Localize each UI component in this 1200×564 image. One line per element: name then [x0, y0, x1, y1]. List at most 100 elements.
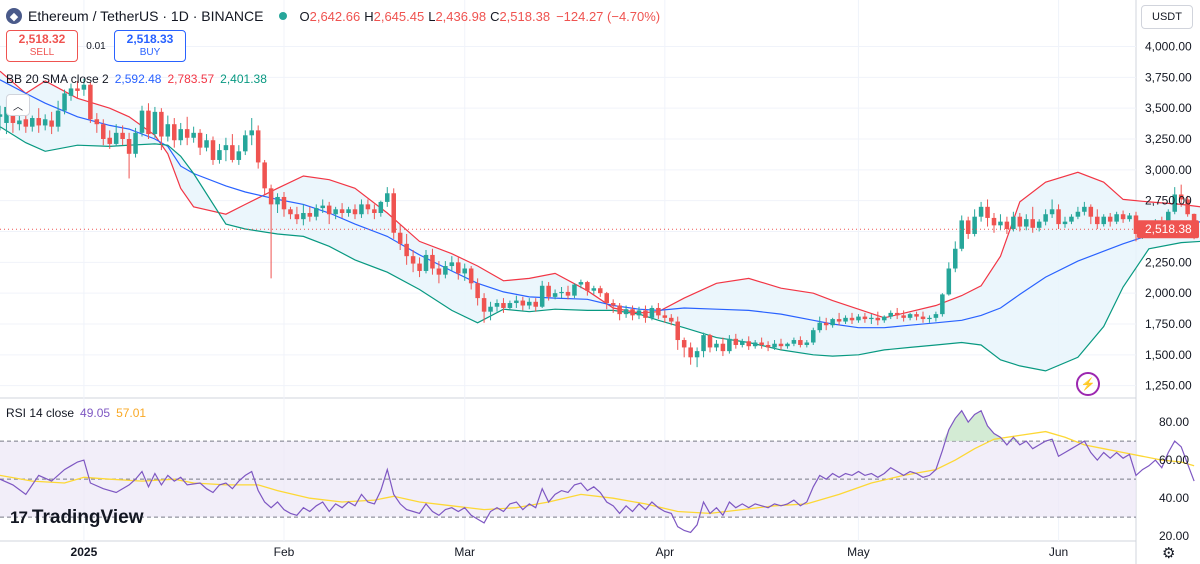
candle-body: [443, 266, 448, 275]
candle-body: [888, 312, 893, 317]
symbol-title[interactable]: Ethereum / TetherUS · 1D · BINANCE: [28, 8, 264, 24]
gear-icon[interactable]: ⚙: [1162, 545, 1176, 562]
candle: [546, 282, 551, 301]
candle: [1024, 214, 1029, 231]
candle: [856, 314, 861, 323]
candle-body: [507, 303, 513, 308]
candle: [320, 199, 325, 213]
candle: [165, 115, 171, 142]
candle-body: [1043, 214, 1048, 222]
candle-body: [940, 294, 945, 315]
candle: [410, 250, 416, 273]
candle: [1049, 199, 1055, 218]
candle: [294, 206, 300, 225]
candle-body: [172, 124, 177, 141]
time-tick-label: Mar: [454, 545, 475, 559]
candle-body: [210, 140, 216, 160]
candle-body: [804, 342, 810, 345]
candle: [101, 119, 106, 146]
sell-button[interactable]: 2,518.32 SELL: [6, 30, 78, 62]
candle-body: [823, 322, 829, 326]
candle: [436, 261, 442, 284]
candle: [869, 314, 874, 324]
close-value: 2,518.38: [499, 8, 551, 24]
candle: [559, 287, 564, 299]
candle-body: [94, 119, 100, 125]
candle-body: [539, 285, 545, 307]
candle: [727, 335, 732, 354]
candle: [378, 200, 384, 217]
candle: [940, 293, 945, 317]
candle-body: [798, 340, 803, 345]
candle-body: [165, 124, 171, 137]
candle-body: [288, 209, 293, 215]
candle-body: [875, 317, 881, 321]
candle-body: [23, 119, 29, 127]
candle-body: [346, 209, 351, 213]
candle: [307, 206, 313, 222]
candle-body: [972, 216, 977, 234]
candle: [230, 134, 235, 163]
candle: [204, 134, 209, 152]
candle-body: [759, 342, 764, 345]
candle-body: [811, 330, 816, 343]
candle-body: [656, 307, 661, 316]
candle: [365, 199, 371, 215]
candle-body: [998, 221, 1003, 226]
candle-body: [714, 343, 719, 348]
candle: [882, 315, 887, 323]
rsi-tick-label: 80.00: [1159, 415, 1189, 429]
candle-body: [610, 303, 616, 306]
candle-body: [533, 301, 538, 307]
candle-body: [882, 316, 887, 321]
open-value: 2,642.66: [309, 8, 361, 24]
candle: [1178, 184, 1184, 207]
candle-body: [746, 341, 751, 347]
candle: [552, 289, 558, 300]
candle-body: [197, 132, 203, 148]
candle-body: [107, 137, 112, 144]
candle-body: [688, 347, 693, 358]
candle: [107, 130, 112, 149]
buy-button[interactable]: 2,518.33 BUY: [114, 30, 186, 62]
bollinger-legend[interactable]: BB 20 SMA close 2 2,592.48 2,783.57 2,401.3…: [6, 72, 273, 86]
open-label: O: [299, 8, 310, 24]
rsi-legend[interactable]: RSI 14 close 49.05 57.01: [6, 406, 152, 420]
candle: [430, 248, 435, 275]
candle-body: [307, 213, 313, 217]
candle: [178, 122, 183, 146]
currency-selector[interactable]: USDT: [1141, 5, 1193, 29]
candle-body: [404, 243, 409, 257]
candle: [694, 347, 700, 368]
candle-body: [669, 317, 674, 322]
trade-panel: 2,518.32 SELL 0.01 2,518.33 BUY: [6, 30, 186, 62]
candle: [55, 100, 61, 132]
candle: [1088, 204, 1094, 225]
chevron-up-icon[interactable]: ︿: [6, 94, 30, 116]
candle: [927, 315, 932, 323]
candle: [862, 312, 868, 323]
candle: [191, 126, 196, 143]
candle-body: [578, 282, 584, 285]
low-label: L: [428, 8, 436, 24]
candle: [352, 204, 358, 220]
candle: [688, 342, 693, 365]
candle: [1120, 210, 1126, 223]
lightning-icon[interactable]: ⚡: [1076, 372, 1100, 396]
candle: [978, 201, 984, 222]
candle-body: [965, 220, 971, 234]
candle: [520, 296, 526, 311]
candle: [752, 340, 758, 349]
price-tick-label: 3,500.00: [1145, 101, 1192, 115]
price-tick-label: 1,250.00: [1145, 379, 1192, 393]
candle: [772, 340, 777, 350]
candle: [417, 257, 422, 278]
candle-body: [1024, 219, 1029, 227]
candle: [836, 312, 842, 326]
candle-body: [301, 213, 306, 220]
price-tick-label: 3,250.00: [1145, 132, 1192, 146]
candle-body: [417, 263, 422, 271]
candle: [656, 303, 661, 320]
candle: [423, 250, 429, 274]
candle-body: [339, 209, 345, 213]
